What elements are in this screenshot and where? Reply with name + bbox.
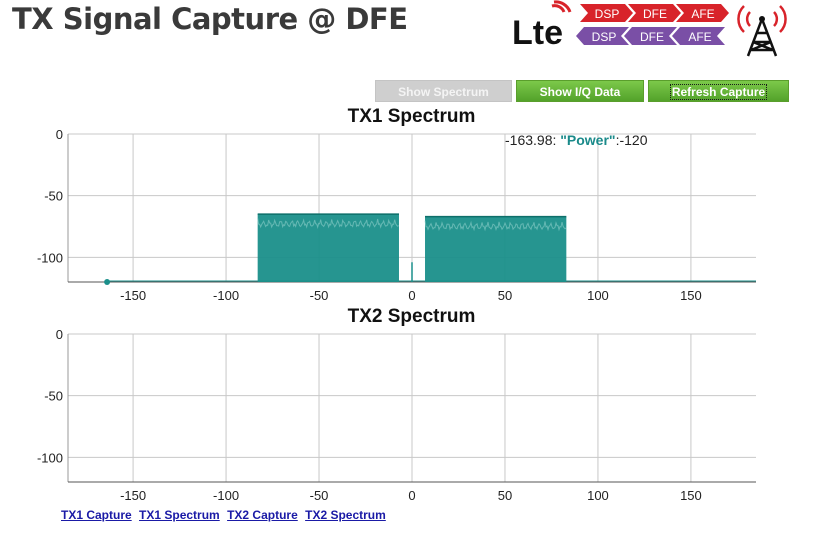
y-tick-label: -50	[44, 189, 63, 204]
x-tick-label: -100	[213, 488, 239, 503]
lte-logo: Lte DSP DFE AFE DSP DFE AFE	[510, 0, 810, 60]
x-tick-label: -100	[213, 288, 239, 303]
pipeline-top: DSP DFE AFE	[580, 4, 729, 22]
tooltip-x: -163.98	[505, 132, 553, 148]
link-tx2-spectrum[interactable]: TX2 Spectrum	[305, 508, 386, 522]
x-tick-label: 50	[498, 488, 512, 503]
y-tick-label: -100	[37, 450, 63, 465]
x-tick-label: 100	[587, 488, 609, 503]
x-tick-label: 50	[498, 288, 512, 303]
chart-tooltip: -163.98: "Power":-120	[505, 132, 648, 148]
x-tick-label: 150	[680, 488, 702, 503]
show-iq-data-button[interactable]: Show I/Q Data	[516, 80, 644, 102]
x-tick-label: 0	[408, 288, 415, 303]
x-tick-label: -50	[310, 288, 329, 303]
x-tick-label: 100	[587, 288, 609, 303]
x-tick-label: -50	[310, 488, 329, 503]
x-tick-label: 0	[408, 488, 415, 503]
x-tick-label: -150	[120, 488, 146, 503]
y-tick-label: 0	[56, 328, 63, 342]
pipeline-bottom: DSP DFE AFE	[576, 27, 725, 45]
tooltip-key: "Power"	[560, 132, 616, 148]
link-tx2-capture[interactable]: TX2 Capture	[227, 508, 298, 522]
pipeline-bottom-dfe: DFE	[640, 30, 664, 44]
antenna-tower-icon	[737, 5, 787, 57]
show-spectrum-button[interactable]: Show Spectrum	[375, 80, 512, 102]
pipeline-top-dfe: DFE	[643, 7, 667, 21]
x-tick-label: -150	[120, 288, 146, 303]
x-tick-label: 150	[680, 288, 702, 303]
link-tx1-spectrum[interactable]: TX1 Spectrum	[139, 508, 220, 522]
y-tick-label: -100	[37, 250, 63, 265]
spectrum-ripple	[424, 220, 567, 232]
tx1-spectrum-chart: -150 -100 -50 0 50 100 150 0 -50 -100	[37, 128, 756, 303]
pipeline-bottom-dsp: DSP	[592, 30, 617, 44]
hover-marker	[104, 279, 111, 285]
tx1-chart-title: TX1 Spectrum	[347, 106, 476, 127]
y-tick-label: 0	[56, 128, 63, 142]
lte-logo-text: Lte	[512, 14, 563, 52]
pipeline-bottom-afe: AFE	[688, 30, 711, 44]
tooltip-value: -120	[619, 132, 648, 148]
capture-links: TX1 Capture TX1 Spectrum TX2 Capture TX2…	[61, 508, 390, 522]
spectrum-ripple	[257, 218, 399, 229]
refresh-capture-button[interactable]: Refresh Capture	[648, 80, 789, 102]
pipeline-top-dsp: DSP	[595, 7, 620, 21]
refresh-capture-label: Refresh Capture	[669, 84, 768, 100]
y-tick-label: -50	[44, 389, 63, 404]
page-title: TX Signal Capture @ DFE	[12, 2, 408, 36]
link-tx1-capture[interactable]: TX1 Capture	[61, 508, 132, 522]
tx2-spectrum-chart: -150 -100 -50 0 50 100 150 0 -50 -100	[37, 328, 756, 503]
pipeline-top-afe: AFE	[691, 7, 714, 21]
tx2-chart-title: TX2 Spectrum	[347, 306, 476, 327]
